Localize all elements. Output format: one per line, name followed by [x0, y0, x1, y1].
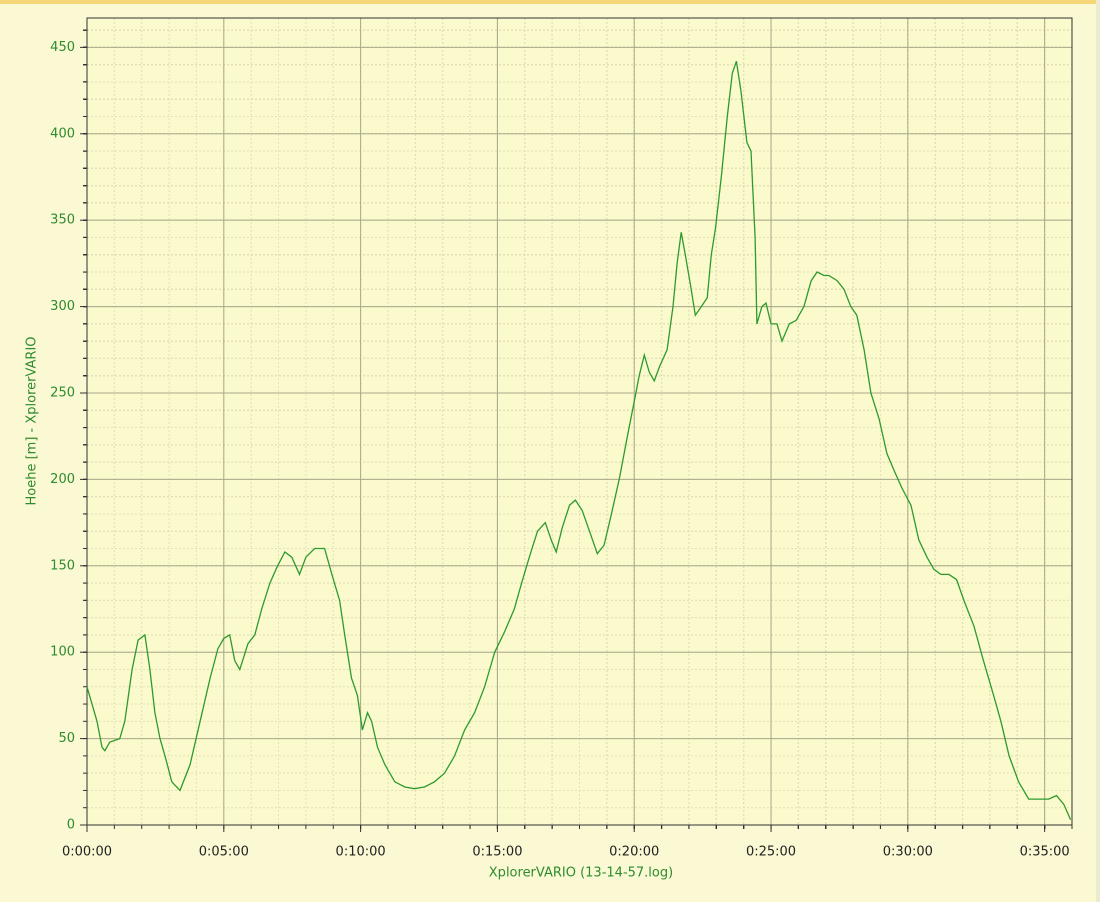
- x-tick-label: 0:35:00: [1020, 845, 1070, 860]
- altitude-line: [86, 60, 1072, 821]
- x-tick-label: 0:10:00: [336, 845, 386, 860]
- y-tick-label: 50: [58, 731, 75, 746]
- x-tick-label: 0:30:00: [883, 845, 933, 860]
- y-tick-label: 250: [50, 385, 75, 400]
- x-tick-label: 0:20:00: [609, 845, 659, 860]
- y-tick-label: 0: [67, 818, 75, 833]
- y-tick-label: 300: [50, 299, 75, 314]
- y-tick-label: 200: [50, 472, 75, 487]
- plot-frame: [86, 17, 1073, 826]
- y-axis-title: Hoehe [m] - XplorerVARIO: [25, 336, 40, 505]
- right-border: [1096, 0, 1100, 902]
- x-tick-label: 0:25:00: [746, 845, 796, 860]
- y-tick-label: 400: [50, 126, 75, 141]
- y-tick-label: 100: [50, 645, 75, 660]
- x-axis-title: XplorerVARIO (13-14-57.log): [489, 866, 673, 881]
- x-tick-label: 0:15:00: [472, 845, 522, 860]
- x-tick-label: 0:05:00: [199, 845, 249, 860]
- y-tick-label: 150: [50, 558, 75, 573]
- x-tick-label: 0:00:00: [62, 845, 112, 860]
- y-tick-label: 350: [50, 213, 75, 228]
- top-border: [0, 0, 1100, 4]
- y-tick-label: 450: [50, 40, 75, 55]
